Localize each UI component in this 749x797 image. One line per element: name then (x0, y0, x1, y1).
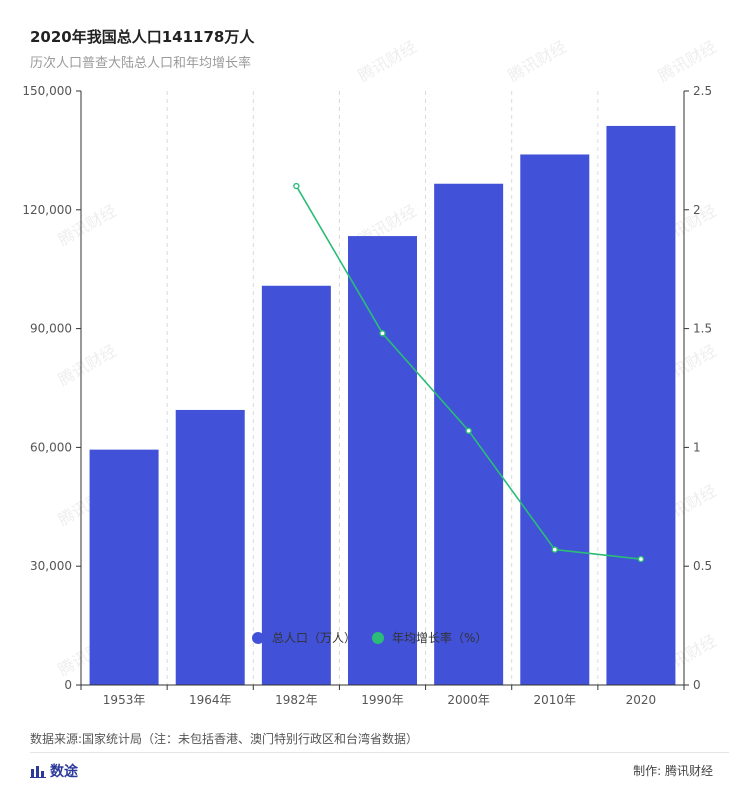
line-series (293, 182, 645, 563)
bar-7 (606, 125, 676, 685)
data-source-note: 数据来源:国家统计局（注：未包括香港、澳门特别行政区和台湾省数据） (30, 732, 419, 746)
growth-rate-point-3 (465, 427, 472, 434)
left-axis-tick-label: 30,000 (30, 559, 72, 573)
legend[interactable]: 总人口（万人） 年均增长率（%） (252, 630, 487, 645)
right-axis-tick-label: 0 (693, 678, 701, 692)
logo-text: 数途 (50, 764, 78, 780)
x-axis-tick-label: 1953年 (103, 693, 146, 707)
legend-label-growth: 年均增长率（%） (392, 630, 487, 645)
right-axis-tick-label: 0.5 (693, 559, 712, 573)
footer-divider (30, 752, 729, 753)
right-axis-tick-label: 2.5 (693, 84, 712, 98)
growth-rate-point-4 (551, 546, 558, 553)
watermark-text: 腾讯财经 (355, 37, 420, 85)
bar-series (89, 125, 676, 685)
legend-marker-population (252, 632, 264, 644)
grid-lines (166, 91, 599, 685)
bar-2 (175, 409, 245, 685)
left-axis-tick-label: 90,000 (30, 322, 72, 336)
right-axis-tick-label: 1.5 (693, 322, 712, 336)
bar-3 (261, 285, 331, 685)
growth-rate-point-2 (379, 330, 386, 337)
x-axis-tick-label: 1990年 (361, 693, 404, 707)
x-axis-tick-label: 2000年 (447, 693, 490, 707)
x-axis-tick-label: 1982年 (275, 693, 318, 707)
right-axis-tick-label: 1 (693, 440, 701, 454)
right-axis-tick-label: 2 (693, 203, 701, 217)
left-axis-tick-label: 120,000 (22, 203, 72, 217)
bar-chart-icon (30, 766, 46, 778)
left-axis-tick-label: 150,000 (22, 84, 72, 98)
shutu-logo[interactable]: 数途 (30, 761, 78, 781)
legend-label-population: 总人口（万人） (272, 631, 356, 645)
watermark-text: 腾讯财经 (55, 341, 120, 389)
left-axis-tick-label: 60,000 (30, 440, 72, 454)
bar-1 (89, 449, 159, 685)
legend-marker-growth (372, 632, 384, 644)
watermark-text: 腾讯财经 (655, 37, 720, 85)
growth-rate-point-5 (637, 555, 645, 563)
x-axis-tick-label: 2010年 (534, 693, 577, 707)
chart-title: 2020年我国总人口141178万人 (30, 28, 255, 46)
watermark-text: 腾讯财经 (505, 37, 570, 85)
bar-4 (348, 236, 417, 685)
chart-subtitle: 历次人口普查大陆总人口和年均增长率 (30, 56, 252, 71)
x-axis-tick-label: 1964年 (189, 693, 232, 707)
left-axis-tick-label: 0 (64, 678, 72, 692)
bar-5 (434, 183, 504, 685)
axes: 0 30,000 60,000 90,000 120,000 150,000 0 0.5 1 1.… (22, 84, 712, 707)
credit-text: 制作: 腾讯财经 (633, 764, 713, 778)
growth-rate-point-1 (293, 182, 300, 190)
bar-6 (520, 154, 590, 685)
x-axis-tick-label: 2020 (626, 693, 657, 707)
